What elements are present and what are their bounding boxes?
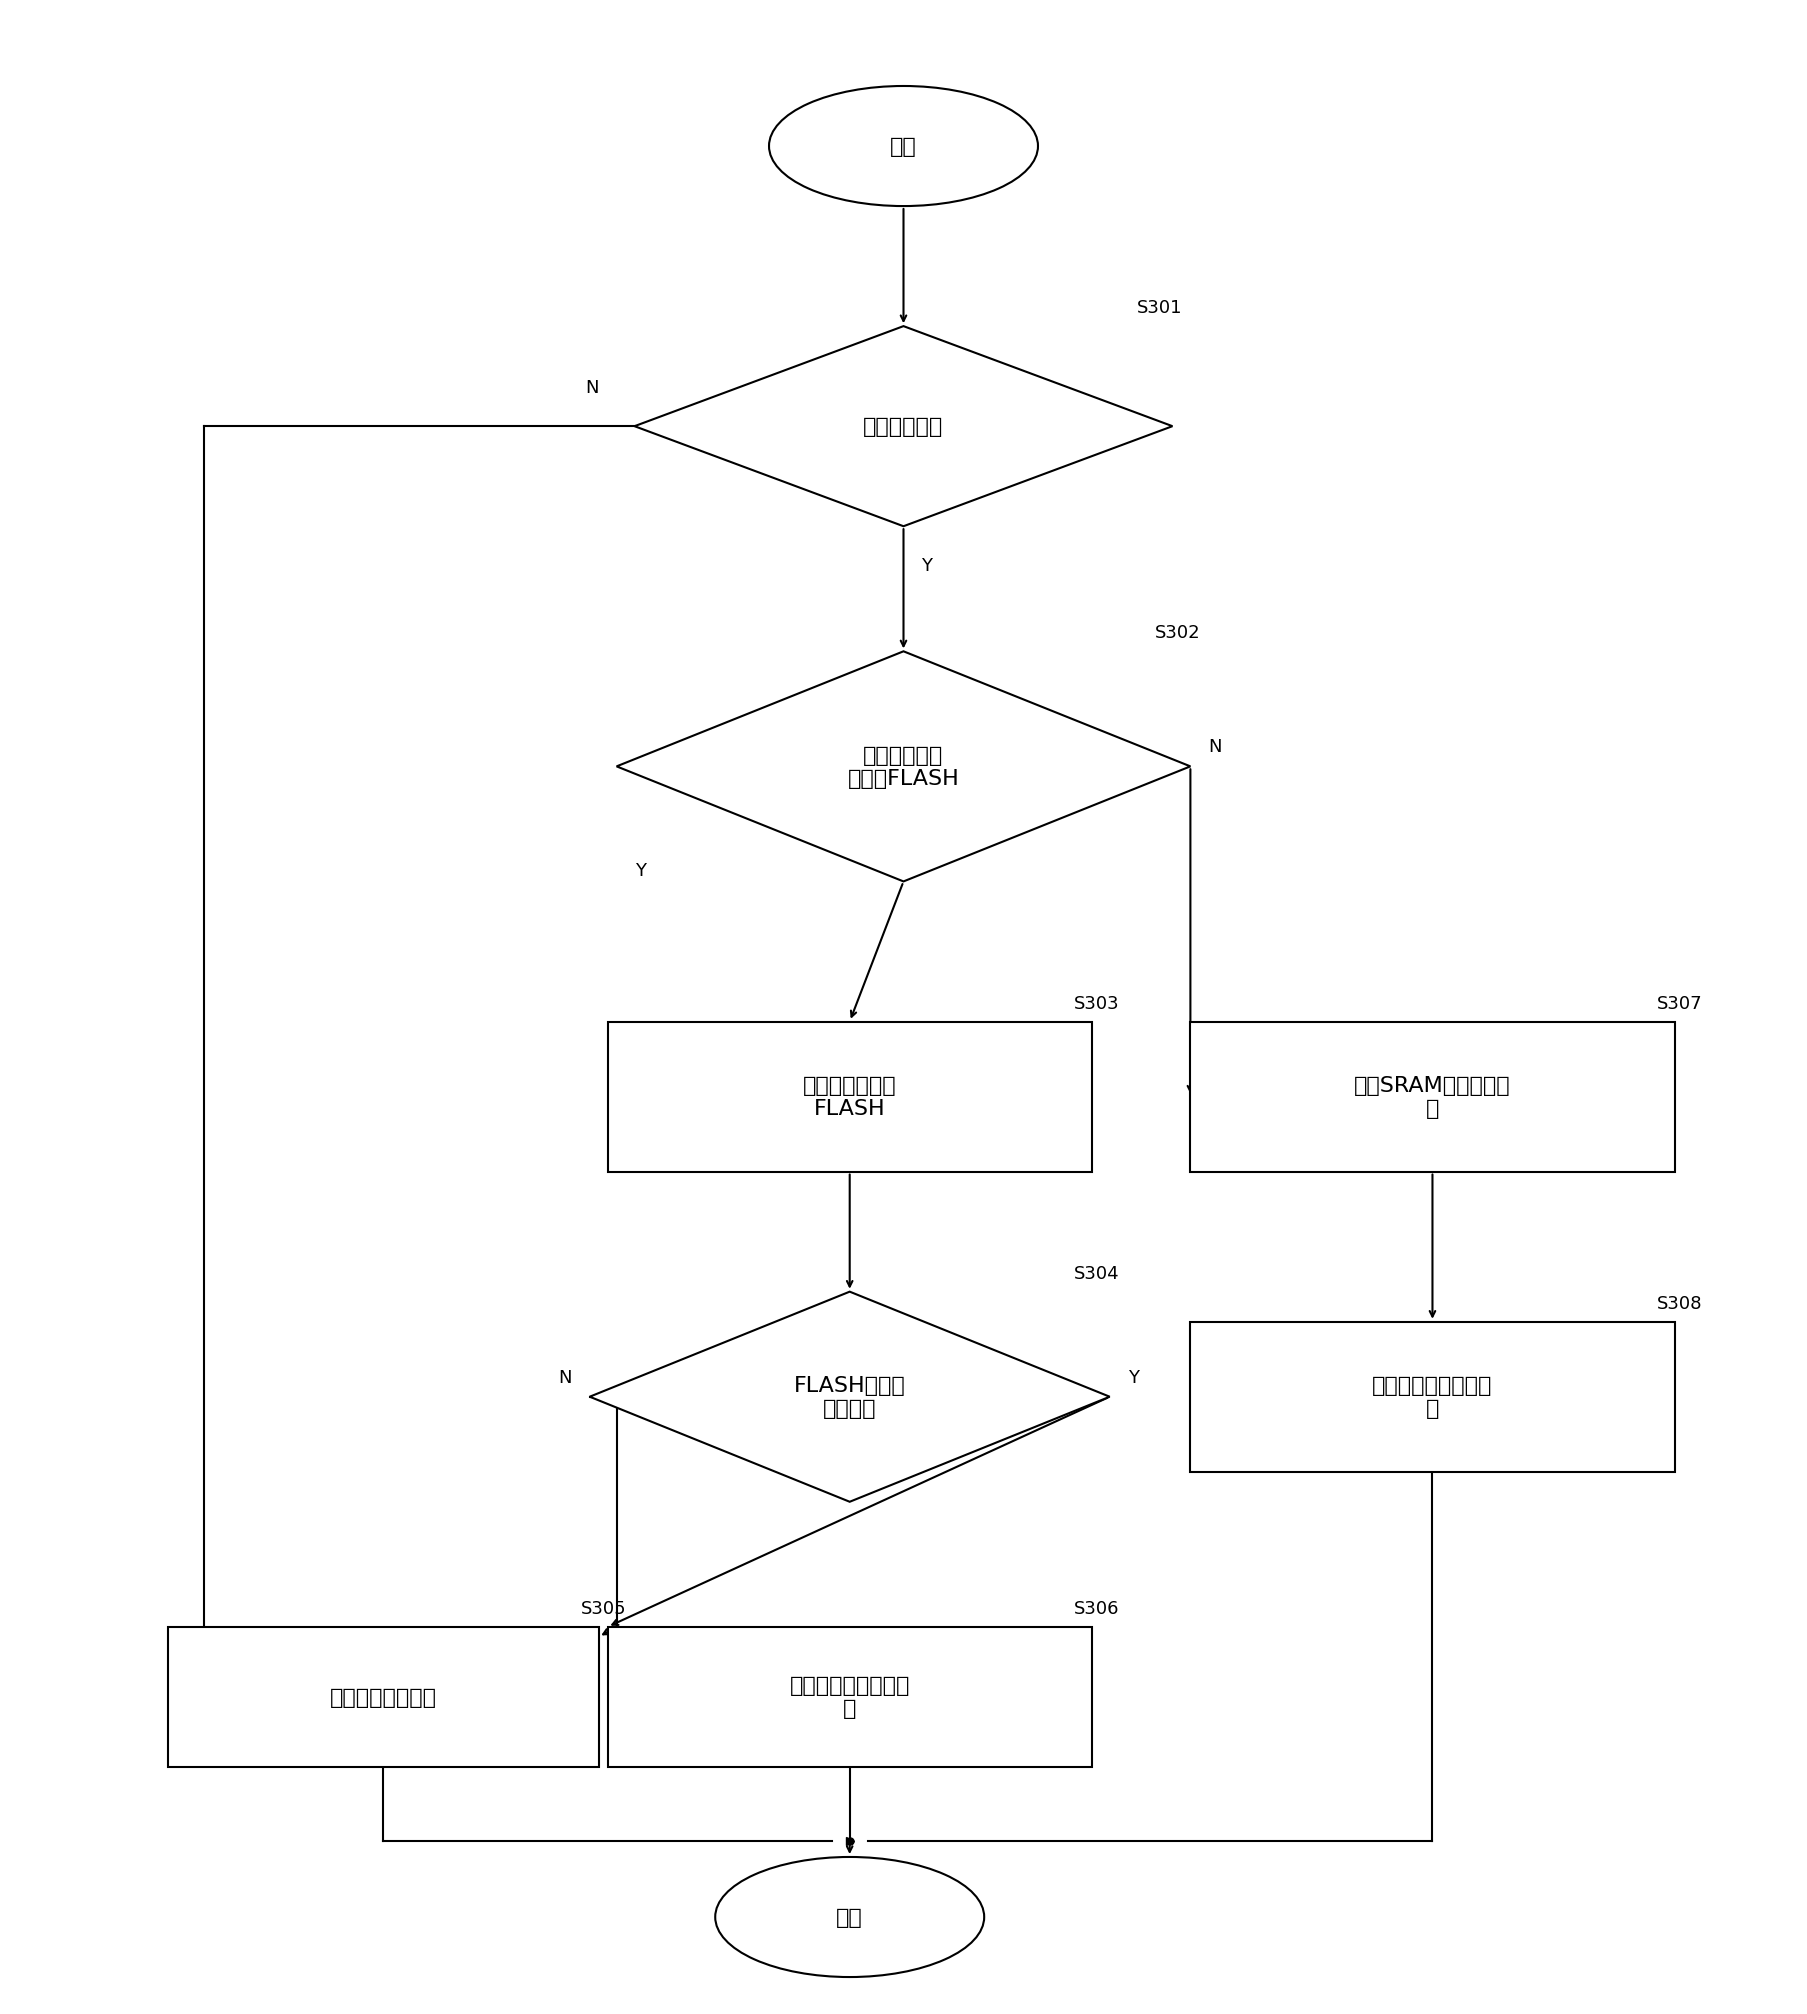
Text: N: N	[585, 379, 598, 397]
Polygon shape	[616, 653, 1191, 882]
FancyBboxPatch shape	[607, 1627, 1091, 1766]
Text: 结束: 结束	[837, 1907, 864, 1927]
Ellipse shape	[716, 1857, 985, 1978]
Text: 是否将温补数
据写入FLASH: 是否将温补数 据写入FLASH	[847, 745, 960, 789]
Text: S301: S301	[1137, 298, 1182, 316]
Text: 返回操作失败消息: 返回操作失败消息	[331, 1688, 437, 1708]
FancyBboxPatch shape	[607, 1021, 1091, 1172]
Text: 返回数据写入成功消
息: 返回数据写入成功消 息	[790, 1676, 911, 1718]
Text: S302: S302	[1155, 624, 1200, 642]
Text: Y: Y	[634, 862, 645, 880]
Text: S303: S303	[1073, 995, 1120, 1011]
Text: 开始: 开始	[891, 137, 916, 157]
Text: Y: Y	[1128, 1368, 1138, 1386]
Text: S306: S306	[1073, 1599, 1119, 1617]
Ellipse shape	[770, 87, 1037, 207]
Text: Y: Y	[922, 558, 932, 574]
Text: 指令是否正确: 指令是否正确	[864, 417, 943, 437]
FancyBboxPatch shape	[168, 1627, 598, 1766]
Text: N: N	[558, 1368, 571, 1386]
Polygon shape	[589, 1293, 1109, 1502]
FancyBboxPatch shape	[1191, 1321, 1675, 1472]
Text: S305: S305	[580, 1599, 627, 1617]
Text: 更新SRAM中的温补数
据: 更新SRAM中的温补数 据	[1353, 1075, 1511, 1118]
Text: S304: S304	[1073, 1265, 1120, 1283]
Text: S307: S307	[1657, 995, 1702, 1011]
Polygon shape	[634, 326, 1173, 528]
Text: N: N	[1209, 737, 1222, 755]
FancyBboxPatch shape	[1191, 1021, 1675, 1172]
Text: FLASH中数据
是否正确: FLASH中数据 是否正确	[793, 1376, 905, 1418]
Text: 返回数据更新成功消
息: 返回数据更新成功消 息	[1372, 1376, 1493, 1418]
Text: 将温补数据写入
FLASH: 将温补数据写入 FLASH	[802, 1075, 896, 1118]
Text: S308: S308	[1657, 1295, 1702, 1311]
